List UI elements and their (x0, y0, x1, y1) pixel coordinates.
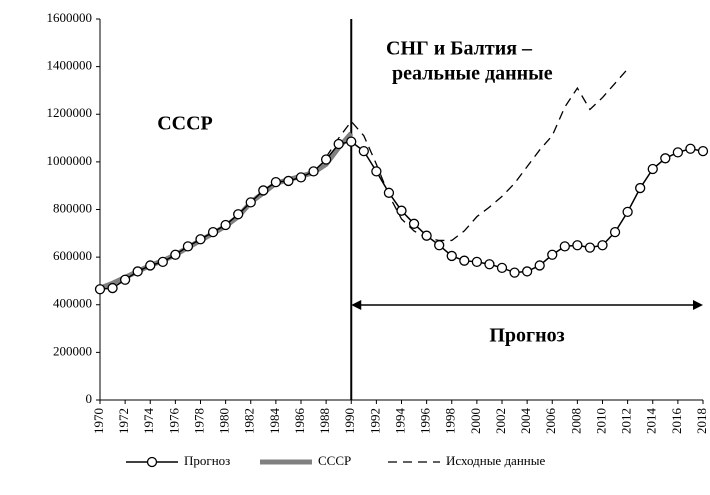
point (132, 266, 143, 277)
point (547, 249, 558, 260)
point (534, 260, 545, 271)
x-tick-label: 1976 (166, 408, 181, 435)
annotation: СССР (157, 113, 213, 135)
point (572, 240, 583, 251)
point (258, 185, 269, 196)
x-tick-label: 1984 (267, 408, 282, 435)
x-tick-label: 1994 (392, 408, 407, 435)
point (233, 209, 244, 220)
x-tick-label: 2016 (669, 408, 684, 435)
point (119, 274, 131, 285)
point (459, 255, 470, 266)
point (270, 176, 282, 188)
x-tick-label: 2014 (644, 408, 659, 435)
x-tick-label: 1980 (217, 408, 232, 434)
point (635, 182, 646, 194)
x-tick-label: 1974 (141, 408, 156, 435)
x-tick-label: 1972 (116, 408, 131, 434)
x-tick-label: 2002 (493, 408, 508, 434)
x-tick-label: 1986 (292, 408, 307, 435)
point (421, 230, 432, 241)
arrow-head (351, 300, 362, 310)
x-tick-label: 1988 (317, 408, 332, 434)
point (107, 282, 118, 294)
point (182, 241, 194, 252)
point (496, 262, 508, 273)
point (434, 240, 445, 251)
x-tick-label: 2010 (593, 408, 608, 434)
point (396, 205, 407, 216)
point (509, 267, 520, 278)
point (207, 226, 219, 238)
x-tick-label: 1998 (443, 408, 458, 434)
y-tick-label: 600000 (53, 248, 92, 263)
point (622, 206, 633, 218)
point (94, 284, 106, 295)
x-tick-label: 1990 (342, 408, 357, 434)
point (308, 166, 319, 177)
y-tick-label: 0 (86, 391, 93, 406)
point (521, 266, 533, 277)
y-tick-label: 1200000 (47, 105, 93, 120)
point (333, 138, 344, 150)
point (283, 175, 294, 187)
arrow-head (693, 300, 703, 310)
y-tick-label: 200000 (53, 343, 92, 358)
y-tick-label: 1400000 (47, 58, 93, 73)
point (170, 249, 181, 260)
point (597, 240, 608, 251)
point (245, 197, 256, 208)
legend-label: Исходные данные (446, 453, 545, 468)
point (446, 250, 457, 262)
x-tick-label: 1992 (367, 408, 382, 434)
point (346, 136, 357, 147)
point (584, 242, 596, 253)
annotation: реальные данные (392, 63, 553, 85)
x-tick-label: 2004 (518, 408, 533, 435)
y-tick-label: 800000 (53, 200, 92, 215)
legend-marker (146, 456, 158, 468)
annotation: Прогноз (489, 325, 564, 347)
x-tick-label: 2012 (619, 408, 634, 434)
x-tick-label: 1982 (242, 408, 257, 434)
point (195, 234, 206, 245)
series-line (325, 68, 629, 242)
legend-label: Прогноз (184, 453, 230, 468)
point (408, 218, 420, 229)
point (358, 146, 369, 157)
point (371, 166, 382, 177)
x-tick-label: 1970 (91, 408, 106, 434)
point (157, 256, 168, 268)
point (145, 260, 156, 271)
point (484, 259, 495, 270)
point (697, 146, 709, 157)
point (609, 226, 621, 238)
y-tick-label: 1000000 (47, 153, 93, 168)
x-tick-label: 2008 (568, 408, 583, 434)
point (383, 187, 395, 198)
series-line (99, 131, 354, 291)
point (660, 153, 671, 164)
point (672, 147, 684, 158)
point (471, 256, 483, 268)
legend-label: СССР (318, 453, 351, 468)
point (685, 143, 696, 154)
x-tick-label: 2000 (468, 408, 483, 434)
point (295, 172, 307, 183)
annotation: СНГ и Балтия – (386, 38, 533, 60)
point (220, 219, 231, 231)
x-tick-label: 2018 (694, 408, 709, 434)
point (559, 241, 570, 252)
x-tick-label: 1996 (418, 408, 433, 435)
y-tick-label: 400000 (53, 296, 92, 311)
x-tick-label: 1978 (191, 408, 206, 434)
point (320, 154, 332, 165)
y-tick-label: 1600000 (47, 10, 93, 25)
point (647, 163, 658, 175)
x-tick-label: 2006 (543, 408, 558, 435)
